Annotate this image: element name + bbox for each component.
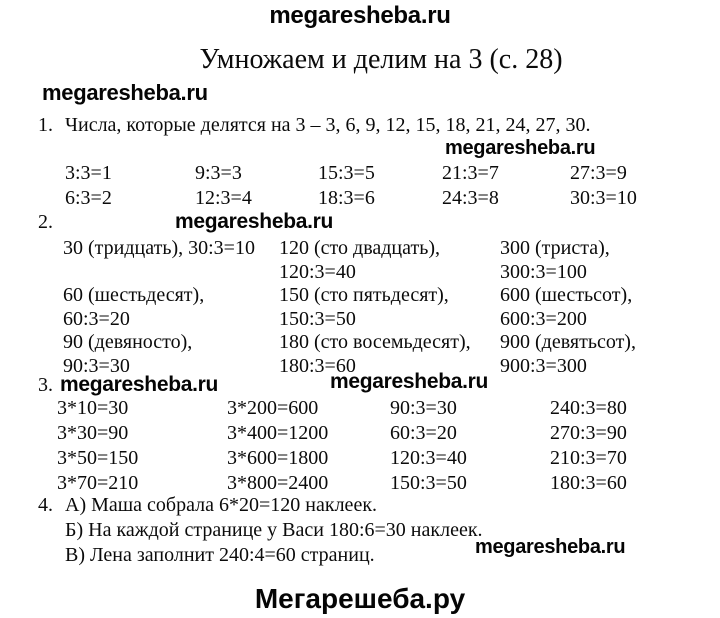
table-cell: 210:3=70	[550, 447, 627, 469]
watermark-top: megaresheba.ru	[269, 2, 451, 29]
table-cell: 9:3=3	[195, 162, 242, 184]
cell-line: 120 (сто двадцать),	[279, 237, 441, 259]
table-cell: 150:3=50	[390, 472, 467, 494]
cell-line: 60:3=20	[63, 308, 130, 330]
table-cell: 24:3=8	[442, 187, 499, 209]
task-4-line-a: 4. А) Маша собрала 6*20=120 наклеек.	[38, 493, 483, 518]
page-title: Умножаем и делим на 3 (с. 28)	[199, 44, 563, 75]
table-cell: 3*70=210	[57, 472, 139, 494]
table-cell: 30 (тридцать), 30:3=10	[63, 236, 279, 283]
table-cell: 3*50=150	[57, 447, 139, 469]
table-cell: 90:3=30	[390, 397, 457, 419]
table-cell: 120 (сто двадцать), 120:3=40	[279, 236, 500, 283]
task-4-number: 4.	[38, 494, 53, 516]
task-3-answer-table: 3*10=30 3*200=600 90:3=30 240:3=80 3*30=…	[57, 397, 627, 497]
table-cell: 3*600=1800	[227, 447, 329, 469]
cell-line: 180:3=60	[279, 355, 356, 377]
table-cell: 3*200=600	[227, 397, 319, 419]
cell-line: 900 (девятьсот),	[500, 331, 636, 353]
task-1-text: Числа, которые делятся на 3 – 3, 6, 9, 1…	[65, 114, 591, 136]
task-3-number: 3.	[38, 374, 53, 396]
table-cell: 21:3=7	[442, 162, 499, 184]
task-4-line-v: В) Лена заполнит 240:4=60 страниц.	[38, 543, 483, 568]
task-1-line: 1. Числа, которые делятся на 3 – 3, 6, 9,…	[38, 114, 591, 137]
table-cell: 90 (девяносто), 90:3=30	[63, 330, 279, 377]
task-4-line-b: Б) На каждой странице у Васи 180:6=30 на…	[38, 518, 483, 543]
table-cell: 3:3=1	[65, 162, 112, 184]
cell-line: 300:3=100	[500, 261, 587, 283]
watermark-task-3-center: megaresheba.ru	[330, 370, 489, 393]
cell-line: 300 (триста),	[500, 237, 610, 259]
cell-line: 90 (девяносто),	[63, 331, 193, 353]
table-cell: 60 (шестьдесят), 60:3=20	[63, 283, 279, 330]
table-cell: 3*10=30	[57, 397, 129, 419]
watermark-task-2: megaresheba.ru	[175, 210, 334, 233]
cell-line: 90:3=30	[63, 355, 130, 377]
table-cell: 27:3=9	[570, 162, 627, 184]
table-cell: 3*800=2400	[227, 472, 329, 494]
table-cell: 150 (сто пятьдесят), 150:3=50	[279, 283, 500, 330]
task-4-answer-v: В) Лена заполнит 240:4=60 страниц.	[65, 544, 375, 566]
cell-line: 600:3=200	[500, 308, 587, 330]
table-cell: 270:3=90	[550, 422, 627, 444]
cell-line: 900:3=300	[500, 355, 587, 377]
table-cell: 3*30=90	[57, 422, 129, 444]
table-cell: 3*400=1200	[227, 422, 329, 444]
table-cell: 60:3=20	[390, 422, 457, 444]
table-cell: 180:3=60	[550, 472, 627, 494]
cell-line: 30 (тридцать), 30:3=10	[63, 237, 255, 259]
table-cell: 6:3=2	[65, 187, 112, 209]
cell-line: 180 (сто восемьдесят),	[279, 331, 471, 353]
task-1-answer-table: 3:3=1 9:3=3 15:3=5 21:3=7 27:3=9 6:3=2 1…	[65, 162, 637, 212]
table-cell: 600 (шестьсот), 600:3=200	[500, 283, 636, 330]
watermark-task-4: megaresheba.ru	[475, 536, 626, 558]
table-cell: 300 (триста), 300:3=100	[500, 236, 636, 283]
task-4-answer-b: Б) На каждой странице у Васи 180:6=30 на…	[65, 519, 483, 541]
watermark-under-title: megaresheba.ru	[42, 80, 208, 105]
cell-line: 60 (шестьдесят),	[63, 284, 205, 306]
task-4-answer-a: А) Маша собрала 6*20=120 наклеек.	[65, 494, 378, 516]
task-2-number: 2.	[38, 211, 53, 233]
table-cell: 900 (девятьсот), 900:3=300	[500, 330, 636, 377]
cell-line: 120:3=40	[279, 261, 356, 283]
watermark-task-1: megaresheba.ru	[445, 137, 596, 159]
cell-line: 150 (сто пятьдесят),	[279, 284, 449, 306]
table-cell: 180 (сто восемьдесят), 180:3=60	[279, 330, 500, 377]
table-cell: 240:3=80	[550, 397, 627, 419]
table-cell: 30:3=10	[570, 187, 637, 209]
table-cell: 18:3=6	[318, 187, 375, 209]
task-1-number: 1.	[38, 114, 53, 136]
task-4-block: 4. А) Маша собрала 6*20=120 наклеек. Б) Н…	[38, 493, 483, 568]
task-2-answer-table: 30 (тридцать), 30:3=10 120 (сто двадцать…	[63, 236, 636, 377]
cell-line: 600 (шестьсот),	[500, 284, 633, 306]
table-cell: 12:3=4	[195, 187, 252, 209]
table-cell: 120:3=40	[390, 447, 467, 469]
footer-brand: Мегарешеба.ру	[254, 583, 466, 614]
cell-line: 150:3=50	[279, 308, 356, 330]
watermark-task-3-left: megaresheba.ru	[60, 373, 219, 396]
table-cell: 15:3=5	[318, 162, 375, 184]
